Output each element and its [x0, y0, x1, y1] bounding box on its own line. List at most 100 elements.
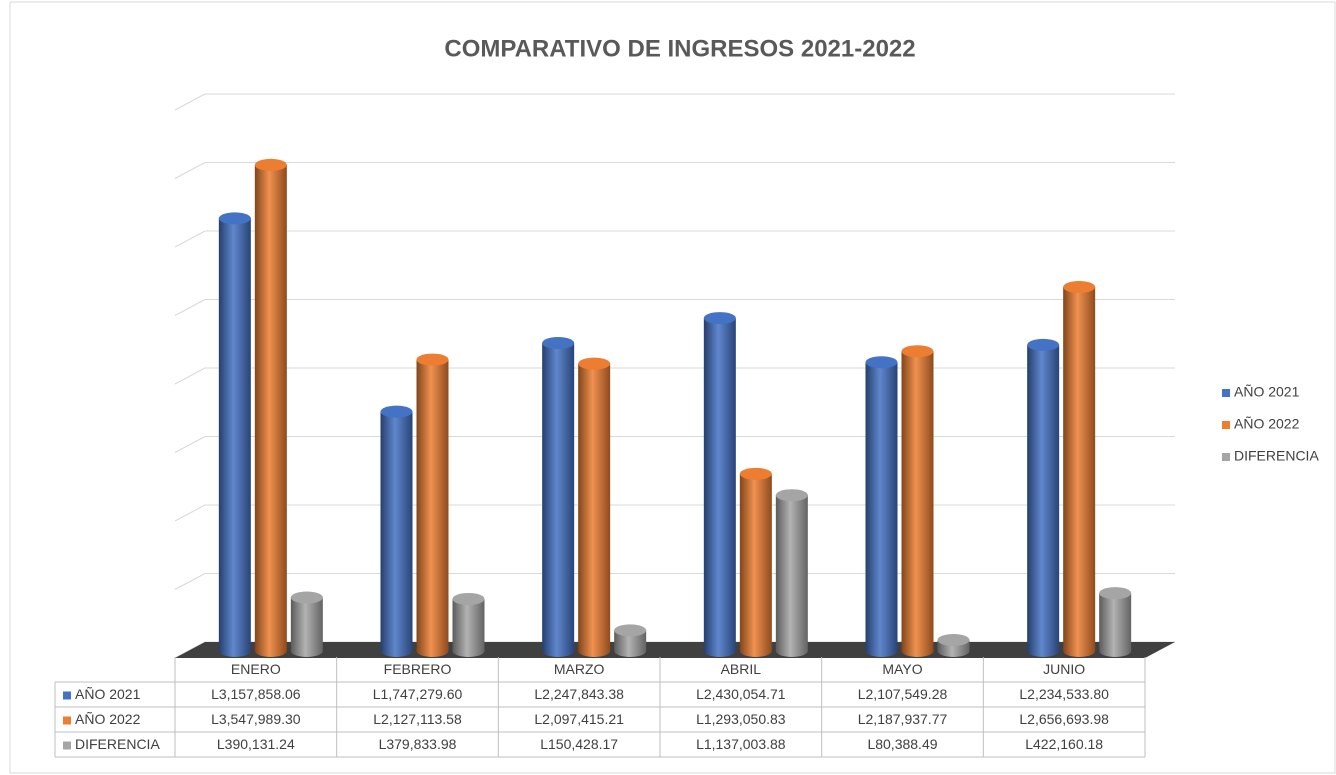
bar-top — [380, 405, 413, 418]
table-row-header: AÑO 2022 — [75, 711, 141, 727]
data-label: L2,127,113.58 — [373, 711, 462, 727]
data-label: L379,833.98 — [379, 736, 457, 752]
bar-body — [901, 351, 934, 657]
bar-body — [416, 359, 449, 657]
x-tick-label: ABRIL — [721, 661, 762, 677]
bar-body — [380, 411, 413, 657]
bar-body — [578, 363, 611, 657]
bar — [542, 337, 575, 657]
data-label: L422,160.18 — [1025, 736, 1103, 752]
table-row-header: DIFERENCIA — [75, 736, 160, 752]
legend-label: AÑO 2022 — [1234, 416, 1300, 432]
depth-tick — [174, 367, 206, 385]
bar-top — [775, 489, 808, 502]
bar-body — [290, 597, 323, 657]
bar — [739, 467, 772, 657]
x-tick-label: MAYO — [882, 661, 922, 677]
depth-tick — [174, 436, 206, 453]
bar — [775, 489, 808, 657]
bar — [416, 353, 449, 657]
data-label: L3,547,989.30 — [211, 711, 301, 727]
bar-body — [1063, 287, 1096, 657]
x-tick-label: ENERO — [231, 661, 281, 677]
legend-key — [63, 741, 71, 750]
bar-top — [703, 312, 736, 325]
bar — [380, 405, 413, 657]
bar-top — [452, 592, 485, 605]
x-tick-label: MARZO — [554, 661, 605, 677]
legend-label: AÑO 2021 — [1234, 384, 1300, 400]
bar — [218, 212, 251, 657]
bar-body — [1027, 344, 1060, 657]
data-label: L1,293,050.83 — [696, 711, 786, 727]
bar — [1099, 587, 1132, 657]
data-label: L1,747,279.60 — [373, 686, 463, 702]
data-label: L150,428.17 — [540, 736, 618, 752]
bar — [614, 624, 647, 657]
bar — [865, 356, 898, 657]
floor — [175, 642, 1175, 658]
bar-body — [703, 318, 736, 657]
data-label: L390,131.24 — [217, 736, 295, 752]
depth-tick — [174, 299, 206, 316]
bar-body — [775, 495, 808, 657]
bar-top — [578, 357, 611, 370]
data-label: L1,137,003.88 — [696, 736, 786, 752]
data-label: L3,157,858.06 — [211, 686, 301, 702]
legend-key — [63, 691, 71, 700]
depth-tick — [174, 573, 206, 590]
bar — [937, 633, 970, 657]
bar-top — [865, 356, 898, 369]
bar-top — [1027, 338, 1060, 351]
data-label: L2,430,054.71 — [696, 686, 786, 702]
bar-top — [416, 353, 449, 366]
x-tick-label: FEBRERO — [384, 661, 452, 677]
data-label: L2,234,533.80 — [1019, 686, 1109, 702]
depth-tick — [174, 93, 206, 111]
bar-top — [1063, 281, 1096, 294]
depth-tick — [174, 162, 206, 179]
bar — [254, 158, 287, 657]
bar-top — [901, 345, 934, 358]
bar — [901, 345, 934, 657]
bar-body — [218, 218, 251, 657]
bar-body — [614, 630, 647, 657]
bar-top — [218, 212, 251, 225]
bar-body — [865, 362, 898, 657]
legend-key — [1222, 389, 1230, 397]
depth-tick — [174, 230, 206, 248]
data-label: L2,097,415.21 — [534, 711, 624, 727]
legend-key — [63, 716, 71, 725]
data-label: L2,656,693.98 — [1019, 711, 1109, 727]
bar-body — [254, 164, 287, 657]
bar-body — [1099, 593, 1132, 657]
legend-key — [1222, 453, 1230, 461]
bar — [1027, 338, 1060, 657]
bar-body — [452, 598, 485, 657]
data-label: L2,107,549.28 — [858, 686, 948, 702]
bar-body — [739, 473, 772, 657]
bar-top — [937, 633, 970, 646]
legend-key — [1222, 421, 1230, 429]
data-label: L80,388.49 — [867, 736, 937, 752]
bar — [1063, 281, 1096, 657]
bar-body — [542, 343, 575, 657]
data-label: L2,187,937.77 — [858, 711, 948, 727]
bar-top — [739, 467, 772, 480]
bar — [578, 357, 611, 657]
bar — [703, 312, 736, 657]
x-tick-label: JUNIO — [1043, 661, 1085, 677]
depth-tick — [174, 504, 206, 522]
legend-label: DIFERENCIA — [1234, 448, 1319, 464]
bar-top — [614, 624, 647, 637]
bar — [290, 591, 323, 657]
bar-top — [290, 591, 323, 604]
chart-title: COMPARATIVO DE INGRESOS 2021-2022 — [444, 35, 915, 62]
bar — [452, 592, 485, 657]
bar-top — [542, 337, 575, 350]
data-label: L2,247,843.38 — [534, 686, 624, 702]
bar-top — [1099, 587, 1132, 600]
bar-top — [254, 158, 287, 171]
table-row-header: AÑO 2021 — [75, 686, 141, 702]
